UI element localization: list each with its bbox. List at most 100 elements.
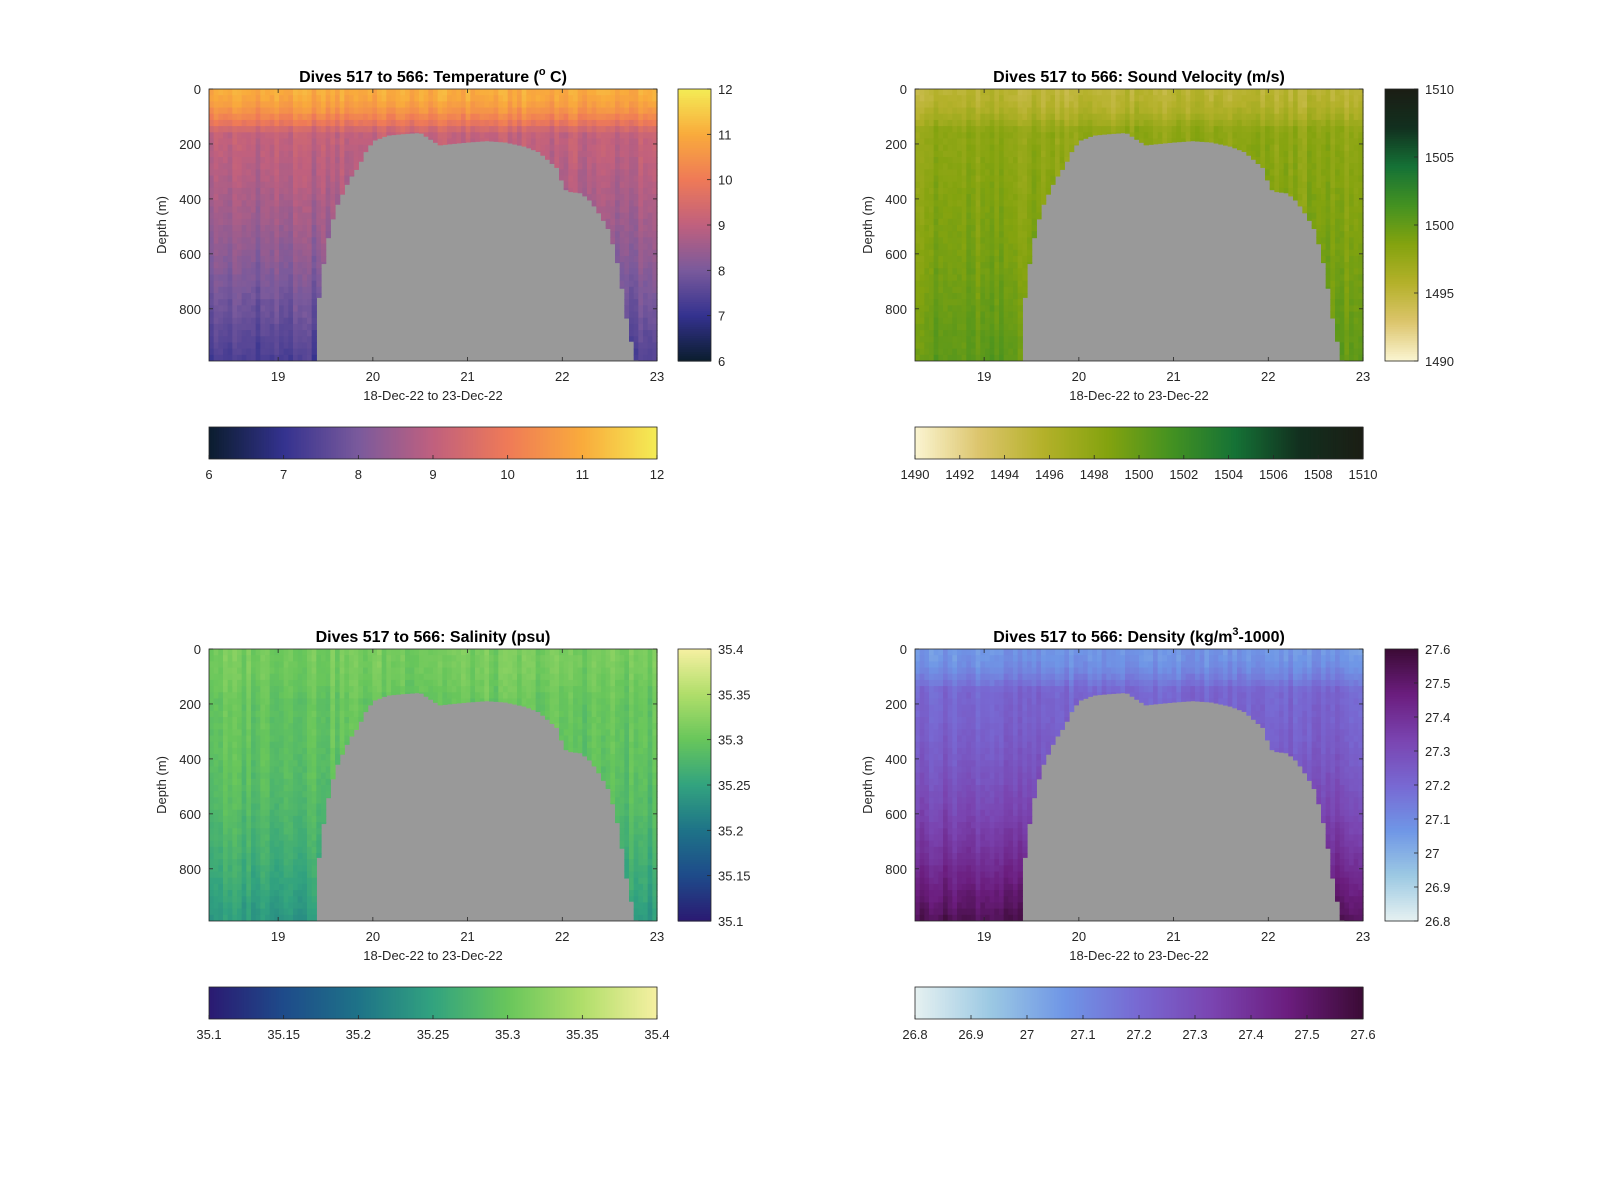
heatmap-cell <box>241 342 247 350</box>
heatmap-cell <box>919 317 925 325</box>
heatmap-cell <box>503 119 509 127</box>
colorbar-swatch <box>258 427 262 459</box>
heatmap-cell <box>633 262 639 269</box>
heatmap-cell <box>943 163 949 170</box>
heatmap-cell <box>307 95 313 102</box>
colorbar-swatch <box>1385 118 1418 122</box>
heatmap-cell <box>1218 107 1224 115</box>
heatmap-cell <box>1353 144 1359 152</box>
heatmap-cell <box>1307 163 1313 170</box>
heatmap-cell <box>297 249 303 257</box>
colorbar-swatch <box>678 181 711 185</box>
heatmap-cell <box>1017 138 1023 146</box>
heatmap-cell <box>1022 175 1028 183</box>
heatmap-cell <box>1059 119 1065 127</box>
heatmap-cell <box>232 348 238 356</box>
heatmap-cell <box>269 175 275 183</box>
heatmap-cell <box>1255 95 1261 102</box>
heatmap-cell <box>1269 144 1275 152</box>
heatmap-cell <box>232 89 238 96</box>
heatmap-cell <box>213 163 219 170</box>
heatmap-cell <box>647 237 653 245</box>
heatmap-cell <box>325 113 331 121</box>
heatmap-cell <box>237 342 243 350</box>
heatmap-cell <box>1297 181 1303 189</box>
heatmap-cell <box>1297 150 1303 158</box>
heatmap-cell <box>1036 119 1042 127</box>
heatmap-cell <box>507 132 513 140</box>
heatmap-cell <box>1036 113 1042 121</box>
heatmap-cell <box>321 132 327 140</box>
heatmap-cell <box>1325 187 1331 195</box>
heatmap-cell <box>582 95 588 102</box>
heatmap-cell <box>1218 138 1224 145</box>
heatmap-cell <box>605 89 611 96</box>
heatmap-cell <box>307 231 313 238</box>
heatmap-cell <box>1055 107 1061 115</box>
colorbar-swatch <box>1385 245 1418 249</box>
heatmap-cell <box>985 157 991 164</box>
heatmap-cell <box>1143 138 1149 146</box>
colorbar-swatch <box>530 427 534 459</box>
heatmap-cell <box>316 237 322 245</box>
heatmap-cell <box>980 101 986 109</box>
heatmap-cell <box>470 107 476 115</box>
heatmap-cell <box>428 126 434 133</box>
colorbar-swatch <box>678 113 711 117</box>
heatmap-cell <box>297 348 303 356</box>
heatmap-cell <box>1013 299 1019 306</box>
heatmap-cell <box>1097 132 1103 136</box>
heatmap-cell <box>966 268 972 276</box>
colorbar-swatch <box>520 427 524 459</box>
heatmap-cell <box>293 150 299 158</box>
heatmap-cell <box>952 113 958 121</box>
heatmap-cell <box>1339 95 1345 102</box>
heatmap-cell <box>321 194 327 201</box>
heatmap-cell <box>980 305 986 313</box>
heatmap-cell <box>330 132 336 140</box>
heatmap-cell <box>952 200 958 208</box>
heatmap-cell <box>952 225 958 232</box>
heatmap-cell <box>358 89 364 96</box>
heatmap-cell <box>311 255 317 263</box>
heatmap-cell <box>1339 231 1345 238</box>
heatmap-cell <box>647 317 653 325</box>
heatmap-cell <box>1344 311 1350 319</box>
heatmap-cell <box>629 144 635 152</box>
heatmap-cell <box>633 225 639 232</box>
heatmap-cell <box>367 101 373 109</box>
colorbar-swatch <box>678 231 711 235</box>
heatmap-cell <box>1353 181 1359 189</box>
heatmap-cell <box>302 157 308 164</box>
heatmap-cell <box>647 175 653 183</box>
heatmap-cell <box>274 144 280 152</box>
heatmap-cell <box>1325 175 1331 183</box>
heatmap-cell <box>961 323 967 331</box>
heatmap-cell <box>601 126 607 133</box>
heatmap-cell <box>1227 144 1233 147</box>
heatmap-cell <box>297 231 303 238</box>
heatmap-cell <box>989 286 995 294</box>
heatmap-cell <box>601 194 607 201</box>
heatmap-cell <box>223 169 229 177</box>
colorbar-swatch <box>1385 290 1418 294</box>
heatmap-cell <box>1209 95 1215 102</box>
heatmap-cell <box>274 342 280 350</box>
heatmap-cell <box>1358 181 1364 189</box>
heatmap-cell <box>1353 163 1359 170</box>
heatmap-cell <box>213 225 219 232</box>
heatmap-cell <box>638 169 644 177</box>
heatmap-cell <box>947 138 953 146</box>
heatmap-cell <box>297 243 303 251</box>
heatmap-cell <box>447 113 453 121</box>
heatmap-cell <box>957 354 963 361</box>
heatmap-cell <box>1027 101 1033 109</box>
heatmap-cell <box>1269 119 1275 127</box>
heatmap-cell <box>269 218 275 226</box>
heatmap-cell <box>1153 119 1159 127</box>
heatmap-cell <box>419 132 425 134</box>
heatmap-cell <box>1008 163 1014 170</box>
heatmap-cell <box>587 181 593 189</box>
heatmap-cell <box>1311 101 1317 109</box>
heatmap-cell <box>961 305 967 313</box>
